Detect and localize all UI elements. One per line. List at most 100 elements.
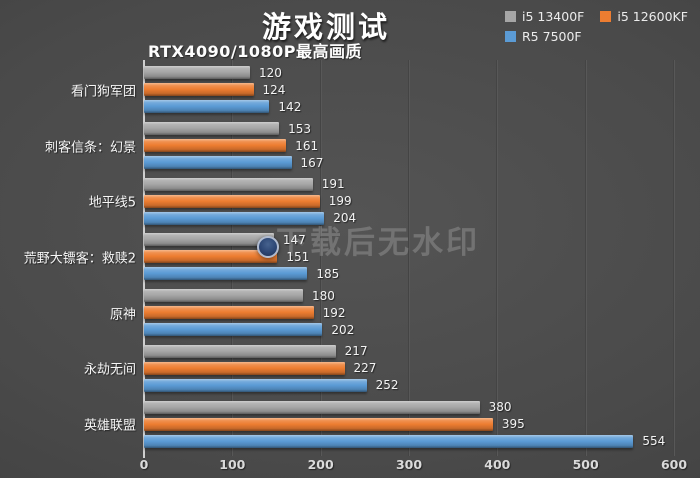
bar-row: 185 [144, 266, 674, 281]
bar-row: 204 [144, 211, 674, 226]
value-label: 120 [259, 65, 282, 80]
plot-area: 看门狗军团 120 124 142 刺客信条：幻景 153 161 167 地平线5 191 199… [24, 60, 675, 458]
bar-r5-7500f [144, 378, 367, 392]
legend-swatch-orange-icon [600, 11, 612, 22]
bar-row: 153 [144, 121, 674, 136]
bar-row: 120 [144, 65, 674, 80]
bars-stack: 217 227 252 [144, 344, 674, 393]
value-label: 161 [295, 138, 319, 153]
bar-i5-13400f [144, 344, 336, 358]
value-label: 124 [262, 82, 286, 97]
bar-r5-7500f [144, 211, 325, 225]
bars-stack: 180 192 202 [144, 289, 674, 337]
cursor-click-indicator[interactable] [257, 236, 279, 258]
legend-label: i5 13400F [522, 9, 585, 24]
bar-row: 252 [144, 378, 674, 393]
category-label: 刺客信条：幻景 [44, 140, 136, 156]
bar-i5-13400f [144, 289, 303, 303]
category-label: 看门狗军团 [70, 84, 136, 100]
bar-row: 151 [144, 249, 674, 264]
bar-i5-13400f [144, 122, 280, 136]
bar-i5-12600kf [144, 306, 314, 320]
legend-row-2: R5 7500F [505, 29, 688, 44]
value-label: 185 [316, 266, 340, 281]
bar-r5-7500f [144, 156, 292, 170]
bars-stack: 147 151 185 [144, 232, 674, 281]
value-label: 380 [488, 400, 512, 415]
bar-group: 地平线5 191 199 204 [89, 177, 674, 226]
bar-i5-13400f [144, 66, 250, 80]
x-axis-tick-label: 100 [219, 457, 246, 472]
x-axis-tick-label: 400 [484, 457, 511, 472]
legend: i5 13400F i5 12600KF R5 7500F [505, 9, 688, 44]
bar-group: 永劫无间 217 227 252 [84, 344, 674, 393]
value-label: 153 [288, 121, 312, 136]
bar-row: 124 [144, 82, 674, 97]
value-label: 192 [322, 305, 346, 320]
x-axis-tick-label: 500 [572, 457, 599, 472]
bars-stack: 380 395 554 [144, 400, 674, 449]
bar-row: 380 [144, 400, 674, 415]
legend-label: i5 12600KF [617, 9, 688, 24]
bar-row: 227 [144, 361, 674, 376]
gridline-600 [673, 60, 675, 456]
legend-row-1: i5 13400F i5 12600KF [505, 9, 688, 24]
legend-label: R5 7500F [522, 29, 582, 44]
bar-row: 202 [144, 322, 674, 337]
watermark: 下载后无水印 [276, 225, 480, 261]
bars-stack: 120 124 142 [144, 65, 674, 114]
bar-row: 147 [144, 232, 674, 247]
bar-row: 180 [144, 289, 674, 303]
value-label: 199 [328, 194, 352, 209]
bar-i5-12600kf [144, 417, 493, 431]
bar-r5-7500f [144, 323, 323, 337]
gridline-200 [319, 60, 322, 456]
value-label: 204 [333, 211, 357, 226]
bar-r5-7500f [144, 100, 270, 114]
x-axis-tick-label: 300 [395, 457, 423, 472]
legend-swatch-gray-icon [505, 11, 516, 22]
bar-i5-12600kf [144, 250, 278, 264]
value-label: 151 [286, 249, 310, 264]
bars-stack: 191 199 204 [144, 177, 674, 226]
bar-r5-7500f [144, 434, 634, 448]
x-axis: 0 100 200 300 400 500 600 [140, 457, 687, 473]
bar-groups: 看门狗军团 120 124 142 刺客信条：幻景 153 161 167 地平线5 191 199… [24, 62, 674, 452]
bar-group: 荒野大镖客：救赎2 147 151 185 [24, 232, 674, 281]
gridline-500 [584, 60, 587, 456]
bar-group: 原神 180 192 202 [110, 289, 674, 337]
category-label: 永劫无间 [83, 362, 136, 378]
legend-item-i5-13400f[interactable]: i5 13400F [505, 9, 584, 24]
value-label: 217 [344, 344, 368, 359]
value-label: 167 [300, 155, 324, 170]
category-label: 原神 [109, 307, 136, 323]
value-label: 147 [282, 232, 306, 247]
bar-group: 英雄联盟 380 395 554 [84, 400, 674, 449]
value-label: 191 [321, 177, 345, 192]
bar-i5-13400f [144, 233, 274, 247]
x-axis-tick-label: 600 [660, 457, 688, 472]
bar-i5-13400f [144, 400, 480, 414]
bar-group: 刺客信条：幻景 153 161 167 [45, 121, 674, 170]
bars-stack: 153 161 167 [144, 121, 674, 170]
bar-i5-12600kf [144, 83, 254, 97]
legend-item-i5-12600kf[interactable]: i5 12600KF [600, 9, 688, 24]
value-label: 554 [642, 434, 666, 449]
bar-row: 161 [144, 138, 674, 153]
value-label: 227 [353, 361, 377, 376]
bar-row: 191 [144, 177, 674, 192]
bar-i5-13400f [144, 177, 313, 191]
bar-r5-7500f [144, 267, 308, 281]
chart-title: 游戏测试 [261, 10, 390, 44]
value-label: 202 [331, 322, 355, 337]
bar-group: 看门狗军团 120 124 142 [71, 65, 674, 114]
gridline-300 [408, 60, 410, 456]
category-label: 荒野大镖客：救赎2 [23, 251, 136, 267]
legend-swatch-blue-icon [505, 31, 516, 42]
value-label: 252 [375, 378, 399, 393]
legend-item-r5-7500f[interactable]: R5 7500F [505, 29, 582, 44]
gridline-400 [496, 60, 499, 456]
bar-row: 167 [144, 155, 674, 170]
value-label: 142 [278, 99, 302, 114]
